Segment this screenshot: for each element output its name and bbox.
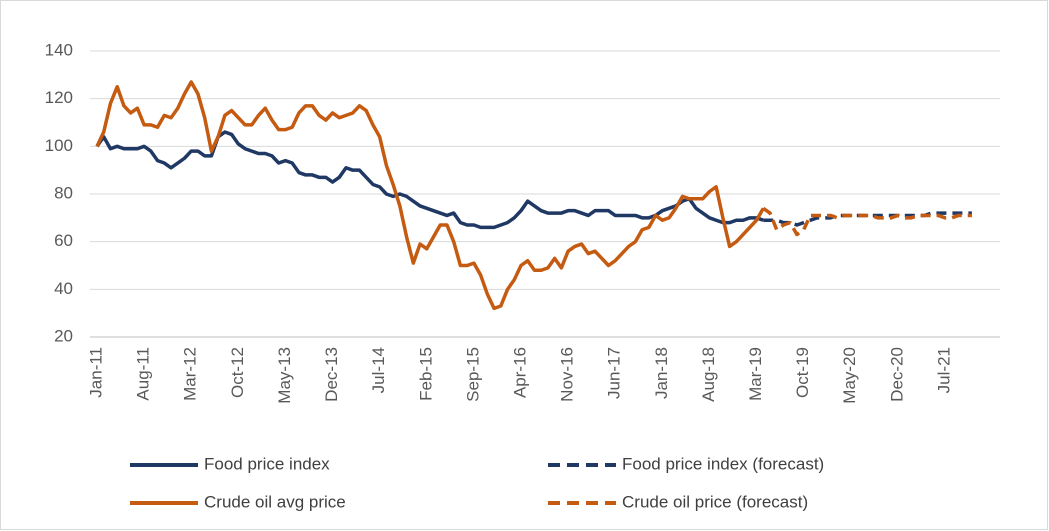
- x-tick-label: Dec-13: [322, 347, 341, 402]
- x-tick-label: May-13: [275, 347, 294, 404]
- legend-label: Crude oil avg price: [204, 492, 346, 511]
- y-tick-label: 80: [54, 183, 73, 202]
- series-line: [95, 80, 765, 311]
- y-tick-label: 40: [54, 279, 73, 298]
- x-tick-label: Sep-15: [463, 347, 482, 402]
- x-tick-label: Mar-12: [181, 347, 200, 401]
- x-tick-label: Nov-16: [558, 347, 577, 402]
- y-tick-label: 140: [45, 40, 73, 59]
- legend-label: Food price index (forecast): [622, 454, 824, 473]
- y-tick-label: 60: [54, 231, 73, 250]
- y-tick-label: 20: [54, 326, 73, 345]
- series-line: [762, 206, 972, 237]
- x-tick-label: Feb-15: [416, 347, 435, 401]
- x-tick-label: Jan-18: [652, 347, 671, 399]
- y-tick-label: 120: [45, 88, 73, 107]
- x-tick-label: Mar-19: [746, 347, 765, 401]
- x-tick-label: Apr-16: [510, 347, 529, 398]
- x-tick-label: May-20: [840, 347, 859, 404]
- series-line: [95, 130, 764, 230]
- x-tick-label: Jul-14: [369, 347, 388, 393]
- x-tick-label: Jul-21: [934, 347, 953, 393]
- legend-label: Crude oil price (forecast): [622, 492, 808, 511]
- y-tick-label: 100: [45, 136, 73, 155]
- x-tick-label: Oct-19: [793, 347, 812, 398]
- x-tick-label: Aug-11: [134, 347, 153, 401]
- x-tick-label: Jun-17: [605, 347, 624, 399]
- legend-label: Food price index: [204, 454, 330, 473]
- series-line: [763, 211, 972, 227]
- x-tick-label: Jan-11: [86, 347, 105, 398]
- x-tick-label: Dec-20: [887, 347, 906, 402]
- x-tick-label: Oct-12: [228, 347, 247, 398]
- x-tick-label: Aug-18: [699, 347, 718, 402]
